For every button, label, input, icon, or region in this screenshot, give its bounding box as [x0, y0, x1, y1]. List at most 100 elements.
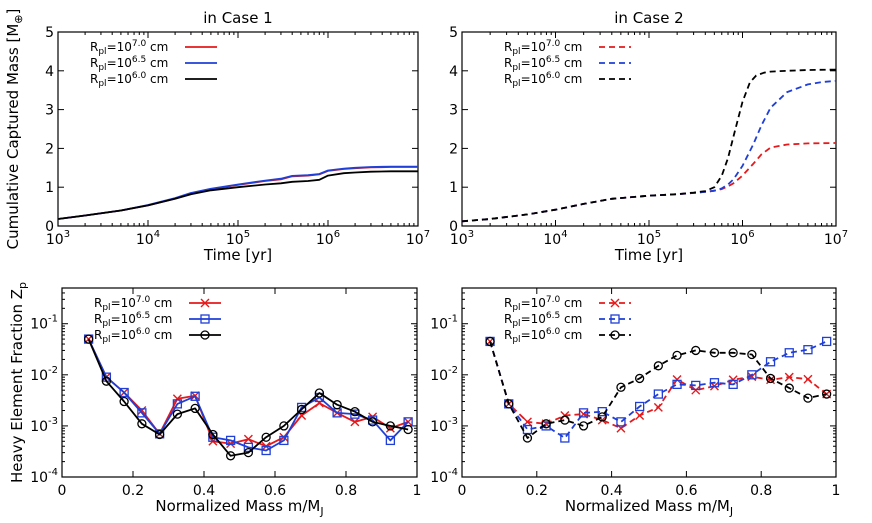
data-point [137, 406, 147, 416]
data-point [635, 373, 645, 384]
data-point [560, 433, 570, 443]
legend-entry-label: Rpl=106.0 cm [94, 327, 172, 345]
data-point [243, 447, 254, 458]
legend-entry-label: Rpl=106.0 cm [504, 71, 582, 89]
data-point [504, 399, 514, 409]
y-tick-label: 10-3 [430, 416, 458, 435]
series-group [485, 336, 832, 443]
y-tick-label: 4 [449, 64, 458, 80]
data-point [403, 424, 413, 435]
chart-title: in Case 1 [203, 9, 272, 27]
legend-entry-label: Rpl=106.5 cm [90, 55, 168, 73]
data-point [485, 336, 495, 347]
y-tick-label: 5 [45, 25, 54, 41]
y-tick-label: 10-2 [430, 365, 458, 384]
series-line-3 [58, 170, 418, 220]
y-tick-label: 10-3 [30, 416, 58, 435]
y-tick-label: 5 [449, 25, 458, 41]
y-tick-label: 10-2 [30, 365, 58, 384]
y-tick-label: 1 [449, 180, 458, 196]
x-tick-label: 104 [136, 229, 160, 248]
data-point [691, 345, 701, 356]
data-point [83, 334, 94, 344]
x-tick-label: 0.4 [600, 483, 622, 499]
y-tick-label: 10-1 [430, 314, 458, 333]
data-point [616, 417, 626, 427]
data-point [784, 372, 794, 382]
data-point [578, 421, 589, 431]
data-point [172, 399, 183, 409]
x-axis-label: Normalized Mass m/MJ [155, 497, 323, 518]
data-point [119, 396, 129, 407]
data-point [691, 385, 701, 395]
x-tick-label: 0.6 [264, 483, 286, 499]
x-tick-label: 107 [406, 229, 430, 248]
data-point [728, 348, 738, 358]
data-point [803, 374, 813, 384]
data-point [243, 442, 254, 453]
data-point [541, 419, 551, 429]
data-point [822, 389, 832, 399]
x-tick-label: 103 [450, 229, 474, 248]
x-tick-label: 1 [413, 483, 422, 499]
data-point [672, 379, 682, 390]
data-point [190, 391, 200, 401]
data-point [747, 370, 757, 380]
data-point [119, 387, 129, 398]
data-point [616, 382, 626, 392]
data-point [597, 412, 607, 422]
y-tick-label: 1 [45, 180, 54, 196]
y-tick-label: 4 [45, 64, 54, 80]
x-tick-label: 1 [832, 483, 841, 499]
plot-frame [61, 287, 418, 478]
x-tick-label: 105 [637, 229, 661, 248]
series-line-2 [87, 338, 409, 452]
legend-marker [200, 314, 210, 324]
data-point [560, 415, 570, 425]
data-point [225, 435, 236, 446]
legend-marker [200, 298, 210, 308]
y-tick-label: 3 [45, 103, 54, 119]
data-point [243, 434, 253, 444]
plot-frame [57, 31, 419, 227]
legend-entry-label: Rpl=106.5 cm [504, 311, 582, 329]
data-point [653, 389, 663, 399]
data-point [709, 348, 720, 358]
x-axis-label: Time [yr] [614, 246, 683, 264]
data-point [766, 375, 776, 385]
x-tick-label: 0.2 [122, 483, 144, 499]
y-tick-label: 2 [45, 141, 54, 157]
data-point [172, 409, 183, 419]
data-point [172, 394, 182, 404]
legend-entry-label: Rpl=106.5 cm [504, 55, 582, 73]
data-point [635, 401, 645, 412]
data-point [784, 348, 794, 358]
data-point [385, 421, 396, 431]
legend-marker [610, 298, 620, 308]
data-point [332, 400, 342, 410]
x-axis-label: Time [yr] [203, 246, 272, 264]
series-group [462, 68, 836, 223]
panel-1: 103 104 105 106 107 0 1 2 3 4 5 in Case 1 Time [yr] C… [4, 9, 430, 264]
series-line-2 [489, 340, 827, 439]
data-point [279, 435, 289, 446]
y-tick-label: 0 [45, 219, 54, 235]
data-point [350, 407, 360, 417]
legend-entry-label: Rpl=106.5 cm [94, 311, 172, 329]
legend-entry-label: Rpl=106.0 cm [504, 327, 582, 345]
series-group [58, 165, 418, 220]
legend-marker [610, 330, 620, 340]
data-point [728, 379, 738, 390]
y-tick-label: 10-4 [430, 467, 458, 486]
data-point [653, 402, 663, 412]
series-line-2 [462, 80, 836, 223]
x-tick-label: 103 [46, 229, 70, 248]
x-tick-label: 0.2 [526, 483, 548, 499]
series-group [83, 334, 413, 461]
series-line-1 [87, 338, 409, 448]
data-point [672, 374, 682, 384]
